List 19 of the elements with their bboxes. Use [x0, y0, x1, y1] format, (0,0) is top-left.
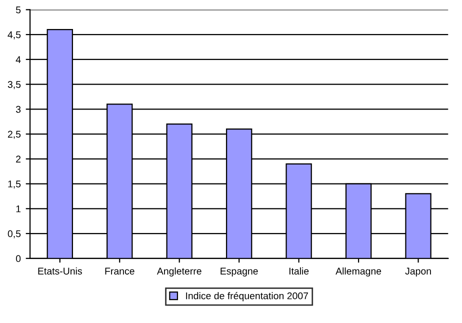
y-tick-label: 5 — [16, 6, 21, 14]
y-tick-label: 3,5 — [8, 81, 21, 90]
y-tick-label: 1,5 — [8, 180, 21, 189]
y-tick-label: 0 — [16, 255, 21, 262]
legend-label: Indice de fréquentation 2007 — [186, 292, 308, 302]
x-tick-label: Allemagne — [336, 267, 382, 276]
x-tick-label: Japon — [405, 268, 431, 276]
y-tick-label: 4 — [16, 56, 21, 63]
y-tick-label: 0,5 — [8, 230, 21, 238]
x-tick-label: France — [105, 268, 134, 275]
x-tick-label: Etats-Unis — [38, 267, 82, 275]
y-tick-label: 2 — [16, 156, 21, 162]
y-tick-label: 1 — [16, 205, 21, 212]
x-tick-label: Espagne — [220, 268, 258, 276]
y-tick-label: 2,5 — [8, 130, 21, 139]
x-tick-label: Angleterre — [156, 267, 202, 276]
x-tick-label: Italie — [289, 267, 309, 275]
y-tick-label: 3 — [16, 106, 21, 113]
y-tick-label: 4,5 — [8, 31, 21, 40]
